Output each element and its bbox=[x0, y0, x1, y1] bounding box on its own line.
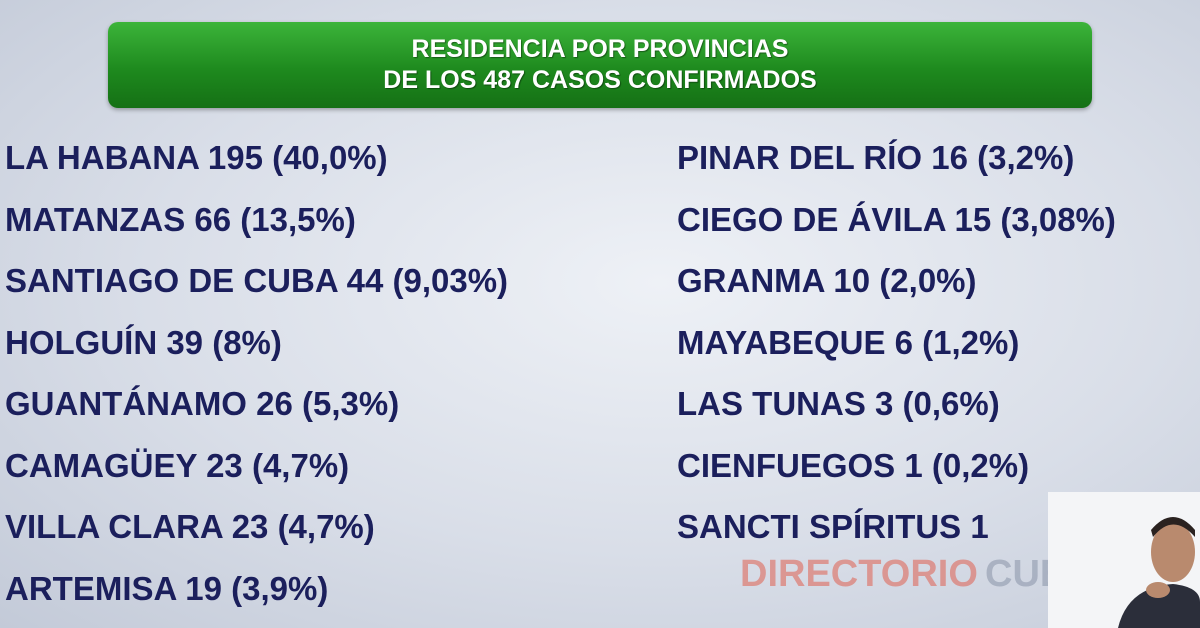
province-row: SANTIAGO DE CUBA 44 (9,03%) bbox=[5, 262, 509, 299]
province-row: MAYABEQUE 6 (1,2%) bbox=[677, 323, 1020, 361]
province-row: MATANZAS 66 (13,5%) bbox=[5, 200, 356, 238]
province-row: LAS TUNAS 3 (0,6%) bbox=[677, 385, 1000, 422]
right-column: PINAR DEL RÍO 16 (3,2%) CIEGO DE ÁVILA 15… bbox=[677, 127, 1116, 558]
province-row: LA HABANA 195 (40,0%) bbox=[5, 139, 388, 176]
province-row: GUANTÁNAMO 26 (5,3%) bbox=[5, 385, 400, 422]
interpreter-figure bbox=[1118, 517, 1200, 628]
interpreter-inset bbox=[1048, 492, 1200, 628]
watermark: DIRECTORIO bbox=[740, 553, 978, 595]
province-row: HOLGUÍN 39 (8%) bbox=[5, 323, 282, 361]
province-row: GRANMA 10 (2,0%) bbox=[677, 262, 977, 299]
province-row: ARTEMISA 19 (3,9%) bbox=[5, 569, 329, 607]
title-line: DE LOS 487 CASOS CONFIRMADOS bbox=[383, 66, 817, 94]
title-line: RESIDENCIA POR PROVINCIAS bbox=[411, 35, 789, 63]
header-bar: RESIDENCIA POR PROVINCIAS DE LOS 487 CAS… bbox=[108, 22, 1092, 108]
province-row: VILLA CLARA 23 (4,7%) bbox=[5, 508, 375, 545]
province-row: CIENFUEGOS 1 (0,2%) bbox=[677, 446, 1030, 484]
province-row: CAMAGÜEY 23 (4,7%) bbox=[5, 446, 350, 484]
left-column: LA HABANA 195 (40,0%) MATANZAS 66 (13,5%)… bbox=[5, 127, 508, 619]
province-row: SANCTI SPÍRITUS 1 bbox=[677, 508, 989, 545]
province-row: PINAR DEL RÍO 16 (3,2%) bbox=[677, 139, 1075, 176]
province-row: CIEGO DE ÁVILA 15 (3,08%) bbox=[677, 200, 1116, 238]
